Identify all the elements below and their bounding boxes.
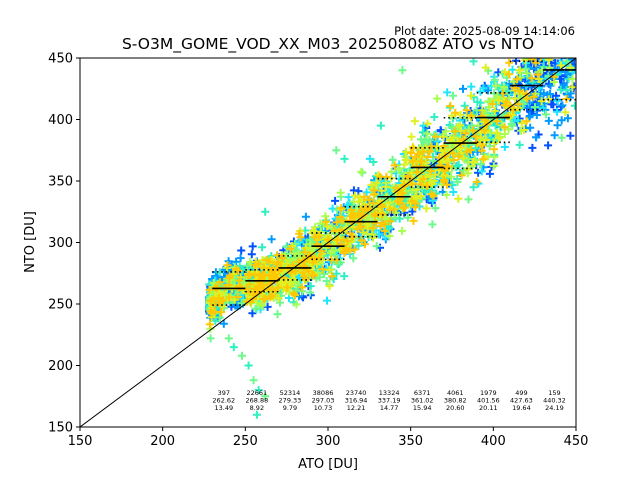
- bin-mean-label: 380.82: [444, 397, 467, 405]
- y-axis-label: NTO [DU]: [23, 211, 38, 273]
- y-tick-label: 300: [48, 236, 73, 251]
- bin-count-label: 22661: [247, 389, 268, 397]
- x-tick-label: 350: [398, 434, 423, 449]
- x-axis-ticks: 150 200 250 300 350 400 450: [68, 427, 589, 449]
- x-tick-label: 200: [150, 434, 175, 449]
- bin-count-label: 499: [515, 389, 527, 397]
- chart-title: S-O3M_GOME_VOD_XX_M03_20250808Z ATO vs N…: [122, 35, 534, 54]
- plot-date-label: Plot date: 2025-08-09 14:14:06: [394, 24, 575, 38]
- bin-mean-label: 361.02: [411, 397, 434, 405]
- bin-std-label: 24.19: [545, 404, 564, 412]
- y-tick-label: 350: [48, 175, 73, 190]
- bin-count-label: 159: [548, 389, 560, 397]
- one-to-one-line-group: [80, 58, 576, 427]
- bin-mean-label: 427.63: [510, 397, 533, 405]
- bin-mean-label: 316.94: [345, 397, 368, 405]
- x-tick-label: 450: [564, 434, 589, 449]
- bin-std-label: 13.49: [214, 404, 233, 412]
- bin-statistics: [212, 60, 576, 306]
- scatter-points: [205, 58, 576, 419]
- bin-count-label: 1979: [480, 389, 497, 397]
- y-tick-label: 150: [48, 421, 73, 436]
- bin-mean-label: 440.32: [543, 397, 566, 405]
- x-tick-label: 150: [68, 434, 93, 449]
- bin-count-label: 6371: [414, 389, 431, 397]
- y-tick-label: 200: [48, 359, 73, 374]
- bin-mean-label: 297.03: [312, 397, 335, 405]
- y-tick-label: 400: [48, 113, 73, 128]
- x-axis-label: ATO [DU]: [298, 457, 358, 472]
- bin-count-label: 13324: [379, 389, 400, 397]
- bin-mean-label: 268.88: [245, 397, 268, 405]
- bin-std-label: 14.77: [380, 404, 399, 412]
- bin-std-label: 8.92: [250, 404, 264, 412]
- bin-count-label: 4061: [447, 389, 464, 397]
- bin-mean-label: 401.56: [477, 397, 500, 405]
- y-axis-ticks: 150 200 250 300 350 400 450: [48, 52, 80, 436]
- bin-count-label: 397: [218, 389, 230, 397]
- x-tick-label: 300: [316, 434, 341, 449]
- bin-mean-label: 337.19: [378, 397, 401, 405]
- one-to-one-line: [80, 58, 576, 427]
- bin-std-label: 10.73: [314, 404, 333, 412]
- bin-count-label: 38086: [313, 389, 334, 397]
- bin-mean-label: 279.33: [279, 397, 302, 405]
- x-tick-label: 400: [481, 434, 506, 449]
- bin-std-label: 15.94: [413, 404, 432, 412]
- x-tick-label: 250: [233, 434, 258, 449]
- bin-count-label: 52314: [280, 389, 301, 397]
- y-tick-label: 250: [48, 298, 73, 313]
- bin-mean-label: 262.62: [212, 397, 235, 405]
- bin-std-label: 20.11: [479, 404, 498, 412]
- bin-std-label: 12.21: [347, 404, 366, 412]
- bin-std-label: 19.64: [512, 404, 531, 412]
- y-tick-label: 450: [48, 52, 73, 67]
- bin-count-label: 23740: [346, 389, 367, 397]
- bin-std-label: 20.60: [446, 404, 465, 412]
- bin-std-label: 9.79: [283, 404, 297, 412]
